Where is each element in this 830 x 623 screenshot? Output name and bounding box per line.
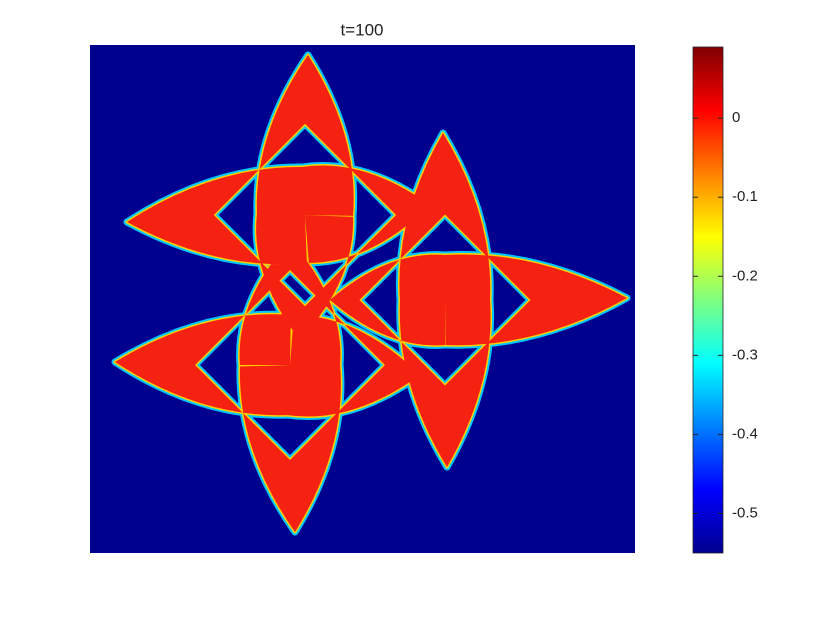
colorbar-tick-label: -0.4 bbox=[732, 425, 758, 442]
colorbar bbox=[693, 47, 723, 553]
colorbar-tick-label: 0 bbox=[732, 109, 740, 126]
crystal bbox=[115, 55, 627, 532]
colorbar-tick-label: -0.3 bbox=[732, 346, 758, 363]
colorbar-tick-label: -0.1 bbox=[732, 188, 758, 205]
field-image bbox=[111, 51, 631, 536]
colorbar-tick-label: -0.2 bbox=[732, 267, 758, 284]
chart-title: t=100 bbox=[340, 20, 383, 39]
colorbar-tick-label: -0.5 bbox=[732, 504, 758, 521]
colorbar-frame bbox=[692, 46, 724, 554]
